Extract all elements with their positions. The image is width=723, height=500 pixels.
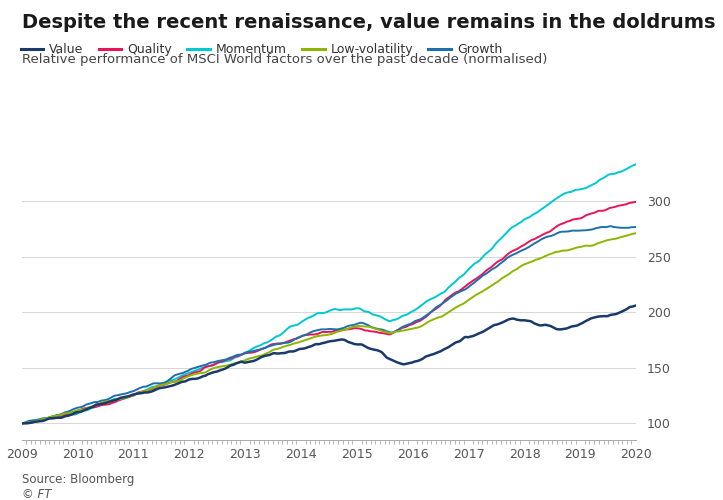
Line: Growth: Growth: [23, 226, 636, 423]
Line: Momentum: Momentum: [23, 164, 636, 423]
Text: © FT: © FT: [22, 488, 51, 500]
Line: Quality: Quality: [23, 202, 636, 424]
Text: Relative performance of MSCI World factors over the past decade (normalised): Relative performance of MSCI World facto…: [22, 52, 547, 66]
Line: Value: Value: [23, 306, 636, 424]
Text: Despite the recent renaissance, value remains in the doldrums: Despite the recent renaissance, value re…: [22, 12, 715, 32]
Line: Low-volatility: Low-volatility: [23, 234, 636, 423]
Legend: Value, Quality, Momentum, Low-volatility, Growth: Value, Quality, Momentum, Low-volatility…: [16, 38, 508, 61]
Text: Source: Bloomberg: Source: Bloomberg: [22, 472, 134, 486]
